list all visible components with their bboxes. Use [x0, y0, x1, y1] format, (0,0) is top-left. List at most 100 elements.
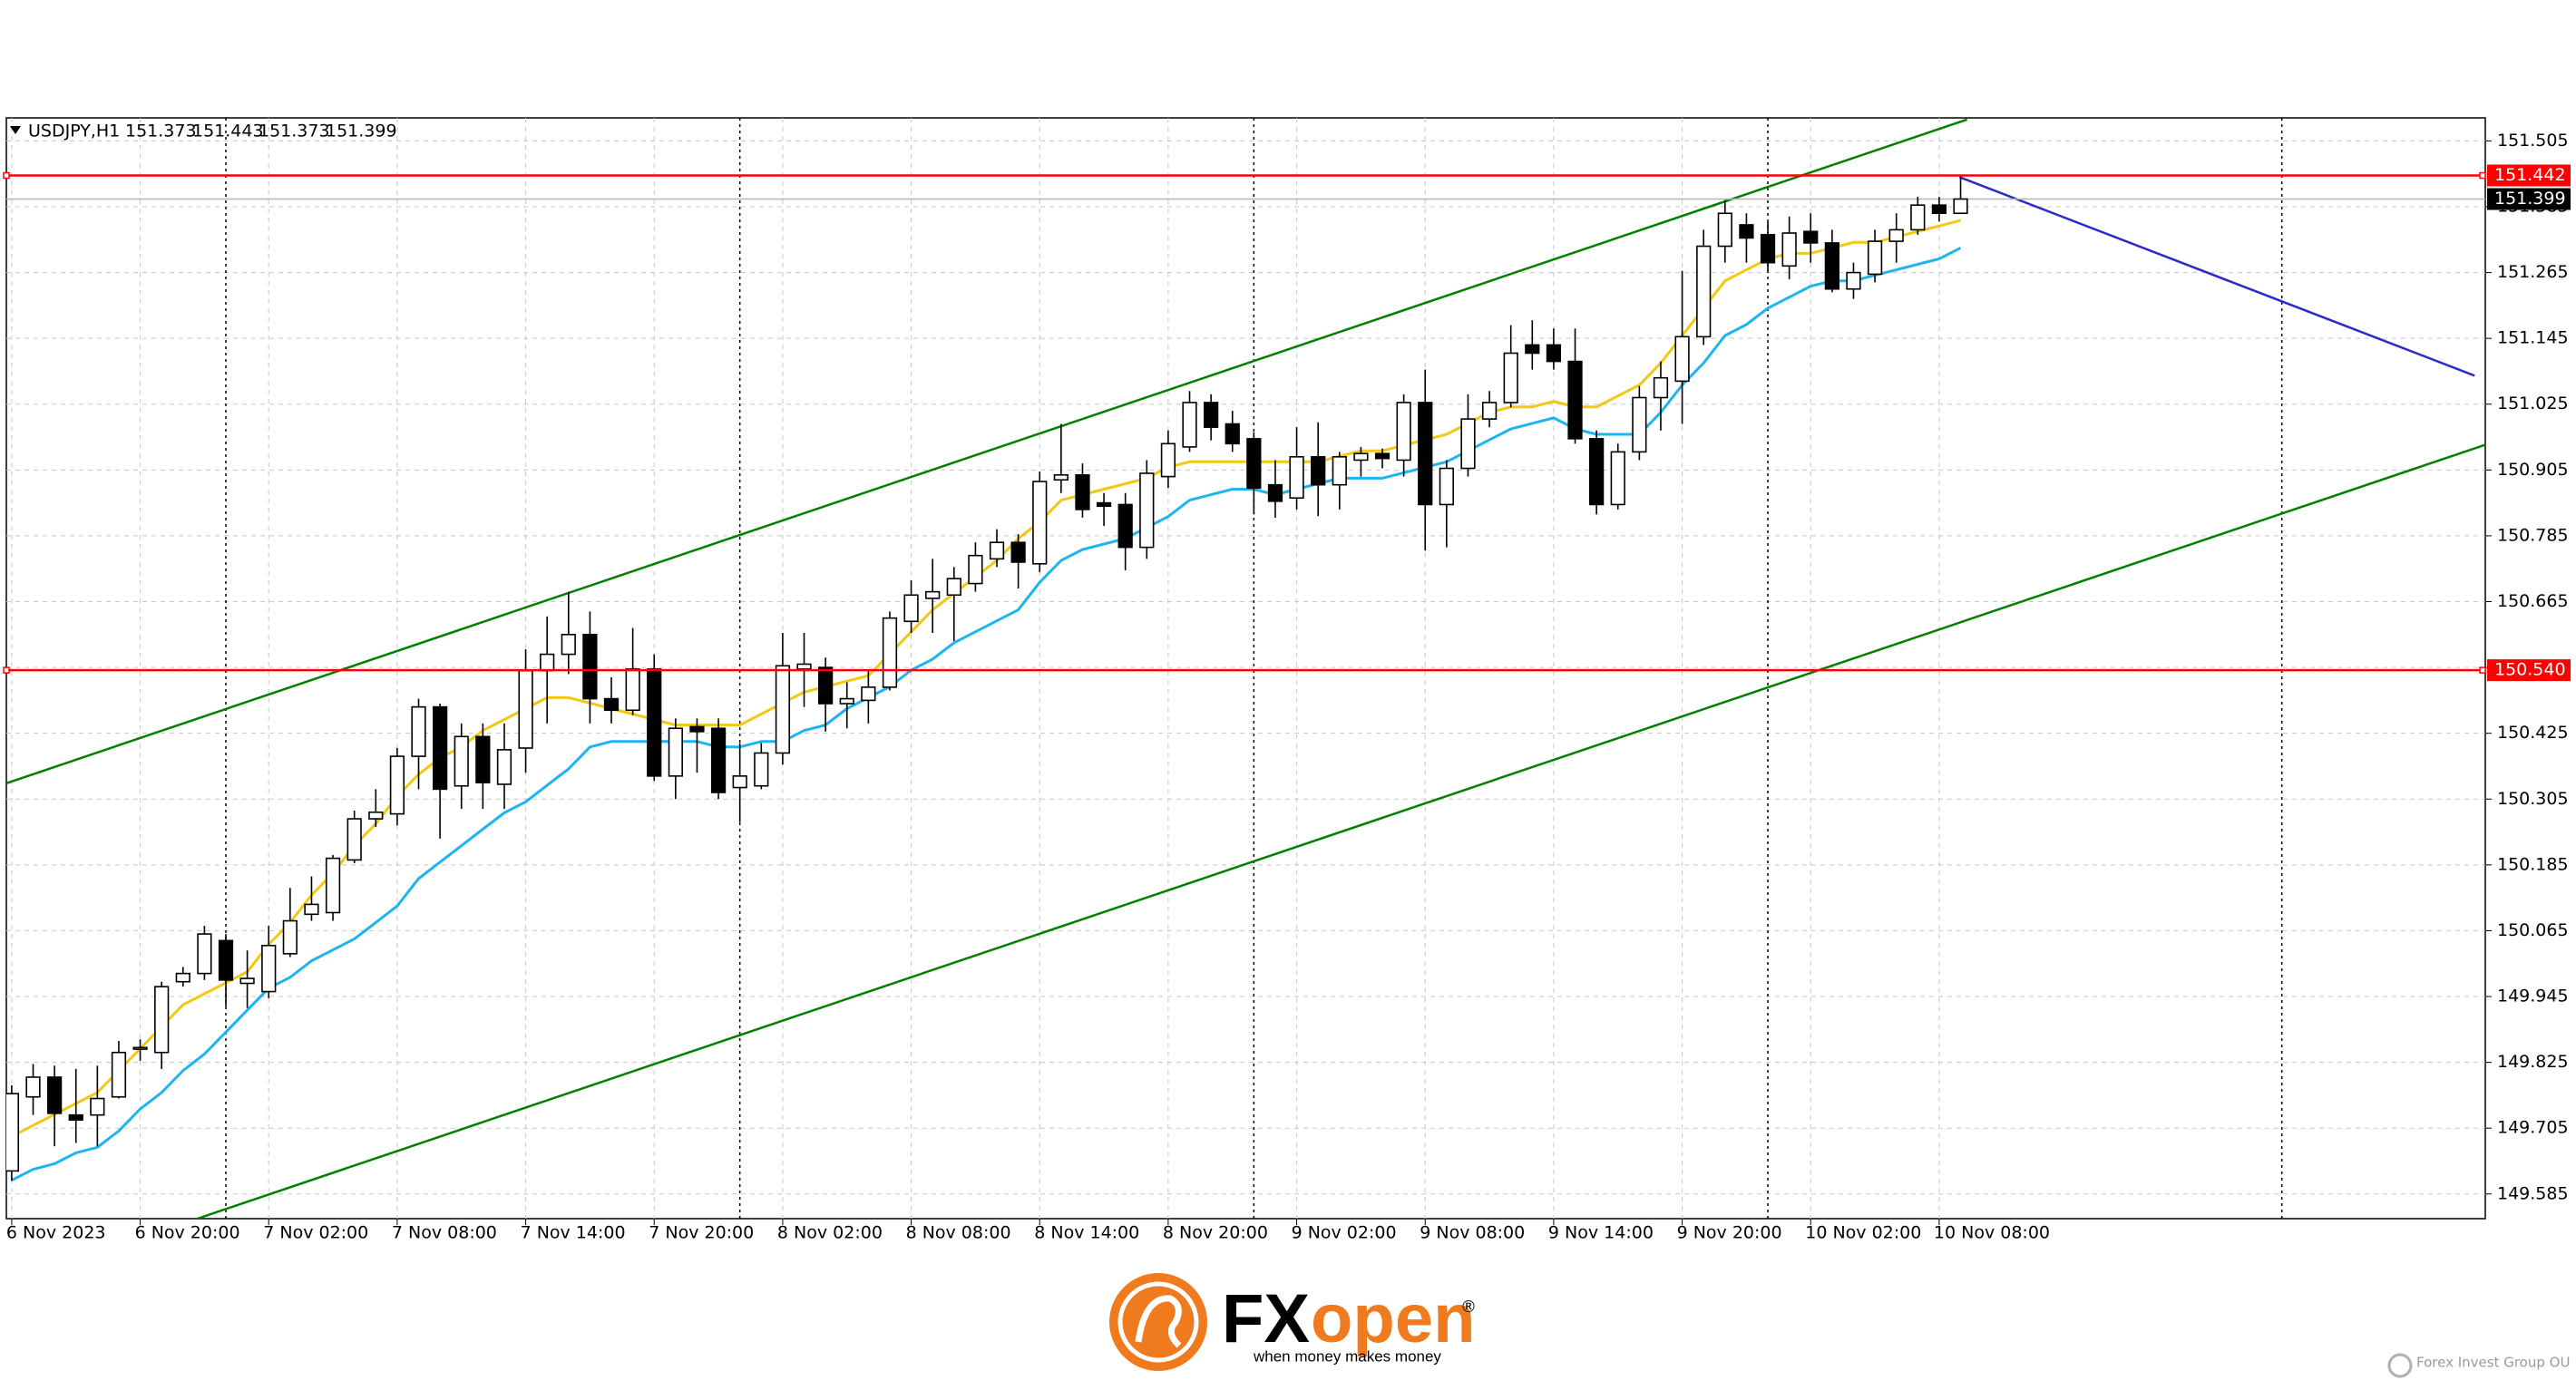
candles [6, 174, 1968, 1181]
y-tick-label: 149.585 [2497, 1183, 2569, 1203]
candle-body [1460, 418, 1476, 470]
candle-body [1332, 456, 1347, 486]
candle-body [818, 666, 834, 705]
logo-open: open [1311, 1280, 1476, 1357]
candle-body [1781, 232, 1797, 267]
y-tick-label: 150.785 [2497, 525, 2569, 545]
candle-body [1396, 402, 1411, 462]
candle-body [1481, 402, 1498, 420]
candle-body [625, 668, 640, 712]
level-label: 150.540 [2494, 660, 2566, 680]
logo: FX open ® when money makes money [1109, 1273, 1477, 1371]
candle-body [1267, 483, 1283, 502]
x-tick-label: 9 Nov 08:00 [1420, 1223, 1525, 1243]
y-tick-label: 151.265 [2497, 262, 2569, 282]
level-label: 151.442 [2494, 165, 2566, 185]
y-tick-label: 151.025 [2497, 394, 2569, 413]
candle-body [132, 1046, 148, 1050]
y-tick-label: 150.185 [2497, 854, 2569, 874]
x-tick-label: 8 Nov 14:00 [1034, 1223, 1139, 1243]
candle-body [1674, 335, 1690, 383]
candle-body [1632, 396, 1647, 453]
candle-body [1567, 360, 1583, 440]
plot-area [5, 117, 2486, 1220]
candle-body [1353, 452, 1369, 462]
trendline [197, 443, 2485, 1219]
x-tick-label: 7 Nov 20:00 [649, 1223, 754, 1243]
candle-body [925, 590, 941, 599]
close-value: 151.399 [326, 122, 397, 141]
y-tick-label: 151.505 [2497, 131, 2569, 151]
candle-body [1439, 467, 1454, 506]
company-name: Forex Invest Group OU [2416, 1355, 2570, 1371]
candle-body [603, 697, 620, 712]
candle-body [882, 617, 898, 688]
candle-body [1418, 402, 1433, 506]
candle-body [839, 697, 854, 705]
candle-body [710, 727, 727, 793]
candle-body [389, 755, 405, 815]
candle-body [1760, 234, 1776, 264]
candle-body [903, 594, 919, 623]
x-tick-label: 7 Nov 14:00 [521, 1223, 626, 1243]
y-tick-label: 149.825 [2497, 1052, 2569, 1072]
y-tick-label: 150.305 [2497, 789, 2569, 809]
candle-body [1010, 541, 1026, 563]
candle-body [154, 986, 170, 1054]
y-tick-label: 149.945 [2497, 987, 2569, 1006]
candle-body [6, 1093, 20, 1172]
candle-body [1182, 402, 1197, 448]
high-value: 151.443 [192, 122, 264, 141]
candle-body [218, 939, 234, 981]
candle-body [1246, 438, 1262, 490]
logo-tagline: when money makes money [1253, 1347, 1441, 1365]
level-handle [2479, 171, 2486, 180]
symbol: USDJPY,H1 [28, 122, 120, 141]
level-handle [3, 666, 10, 674]
candle-body [1739, 224, 1754, 239]
candle-body [1546, 344, 1562, 363]
candle-body [796, 663, 812, 670]
candle-body [1139, 472, 1155, 549]
candle-body [475, 735, 491, 783]
candle-body [540, 653, 555, 672]
candle-body [325, 857, 341, 914]
candle-body [1117, 503, 1133, 549]
candle-body [111, 1051, 127, 1098]
candle-body [1160, 442, 1176, 478]
candle-body [197, 933, 212, 975]
x-tick-label: 7 Nov 08:00 [392, 1223, 497, 1243]
x-tick-label: 8 Nov 20:00 [1163, 1223, 1268, 1243]
candle-body [668, 727, 683, 777]
logo-registered: ® [1460, 1298, 1477, 1317]
logo-emblem [1109, 1273, 1207, 1371]
candle-body [1525, 344, 1540, 355]
candle-body [1803, 230, 1819, 244]
menu-triangle[interactable] [10, 126, 21, 134]
candle-body [25, 1076, 41, 1098]
candle-body [1931, 204, 1947, 215]
candle-body [1204, 402, 1219, 428]
open-value: 151.373 [125, 122, 197, 141]
candle-body [90, 1097, 105, 1116]
candle-body [68, 1113, 83, 1121]
candle-body [1075, 473, 1090, 510]
candle-body [1610, 451, 1625, 506]
candle-body [1953, 198, 1968, 215]
candle-body [368, 811, 384, 820]
candle-body [647, 668, 662, 777]
candle-body [454, 735, 469, 787]
company-icon [2387, 1353, 2413, 1378]
candle-body [518, 669, 533, 749]
x-tick-label: 9 Nov 14:00 [1548, 1223, 1654, 1243]
y-tick-label: 149.705 [2497, 1118, 2569, 1138]
candle-body [1867, 240, 1883, 276]
candle-body [47, 1076, 63, 1114]
candle-body [411, 705, 426, 757]
candle-body [775, 665, 791, 754]
y-tick-label: 150.905 [2497, 460, 2569, 480]
level-handle [3, 171, 10, 180]
candle-body [433, 705, 448, 791]
level-box [2487, 164, 2571, 187]
